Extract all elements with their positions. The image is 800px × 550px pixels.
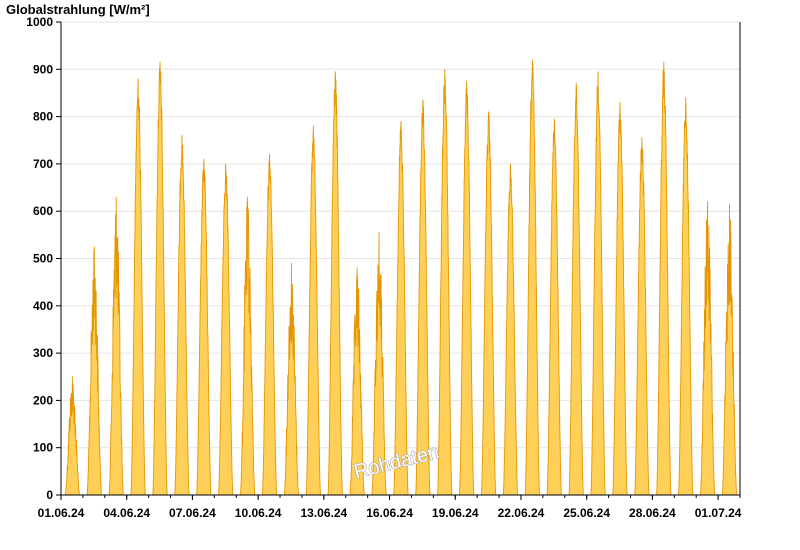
- x-axis-ticks: 01.06.24 04.06.24 07.06.24 10.06.24 13.06.24…: [38, 495, 742, 520]
- x-tick-label: 01.07.24: [695, 506, 742, 520]
- daily-radiation-area: [634, 137, 650, 496]
- daily-radiation-area: [108, 196, 124, 496]
- y-tick-label: 700: [33, 157, 53, 171]
- daily-radiation-area: [524, 59, 541, 496]
- x-tick-label: 19.06.24: [432, 506, 479, 520]
- x-tick-label: 25.06.24: [563, 506, 610, 520]
- daily-radiation-area: [721, 203, 738, 496]
- daily-radiation-area: [86, 246, 102, 496]
- daily-radiation-area: [656, 61, 672, 496]
- y-tick-label: 200: [33, 393, 53, 407]
- daily-radiation-area: [612, 101, 628, 496]
- daily-radiation-area: [218, 163, 234, 496]
- y-tick-label: 800: [33, 110, 53, 124]
- daily-radiation-area: [305, 125, 321, 496]
- y-tick-label: 500: [33, 252, 53, 266]
- daily-radiation-area: [196, 158, 212, 496]
- daily-radiation-area: [546, 118, 562, 496]
- x-tick-label: 16.06.24: [366, 506, 413, 520]
- daily-radiation-area: [459, 80, 475, 496]
- y-tick-label: 0: [46, 488, 53, 502]
- x-tick-label: 13.06.24: [300, 506, 347, 520]
- x-tick-label: 10.06.24: [235, 506, 282, 520]
- y-axis-ticks: 0 100 200 300 400 500 600 700 800 900 1000: [26, 15, 61, 502]
- daily-radiation-area: [349, 267, 365, 496]
- daily-radiation-area: [239, 196, 256, 496]
- chart-title: Globalstrahlung [W/m²]: [6, 2, 150, 17]
- x-tick-label: 01.06.24: [38, 506, 85, 520]
- y-tick-label: 1000: [26, 15, 53, 29]
- daily-radiation-area: [590, 71, 606, 496]
- x-tick-label: 04.06.24: [103, 506, 150, 520]
- daily-radiation-area: [699, 201, 716, 496]
- daily-radiation-area: [480, 111, 497, 496]
- daily-radiation-area: [64, 376, 81, 496]
- daily-radiation-area: [371, 232, 387, 496]
- daily-radiation-area: [568, 83, 584, 496]
- y-tick-label: 600: [33, 204, 53, 218]
- daily-radiation-area: [678, 97, 694, 496]
- daily-radiation-area: [174, 135, 190, 496]
- daily-radiation-area: [437, 68, 453, 496]
- y-tick-label: 900: [33, 62, 53, 76]
- x-tick-label: 07.06.24: [169, 506, 216, 520]
- daily-radiation-area: [415, 99, 431, 496]
- y-tick-label: 300: [33, 346, 53, 360]
- y-tick-label: 100: [33, 441, 53, 455]
- y-tick-label: 400: [33, 299, 53, 313]
- daily-radiation-area: [152, 61, 168, 496]
- daily-radiation-area: [283, 262, 300, 496]
- x-tick-label: 28.06.24: [629, 506, 676, 520]
- x-tick-label: 22.06.24: [498, 506, 545, 520]
- daily-radiation-area: [327, 71, 343, 496]
- daily-radiation-area: [502, 163, 519, 496]
- daily-radiation-area: [261, 153, 278, 496]
- daily-radiation-area: [130, 78, 146, 496]
- daily-radiation-area: [393, 120, 409, 496]
- radiation-series: [64, 59, 738, 496]
